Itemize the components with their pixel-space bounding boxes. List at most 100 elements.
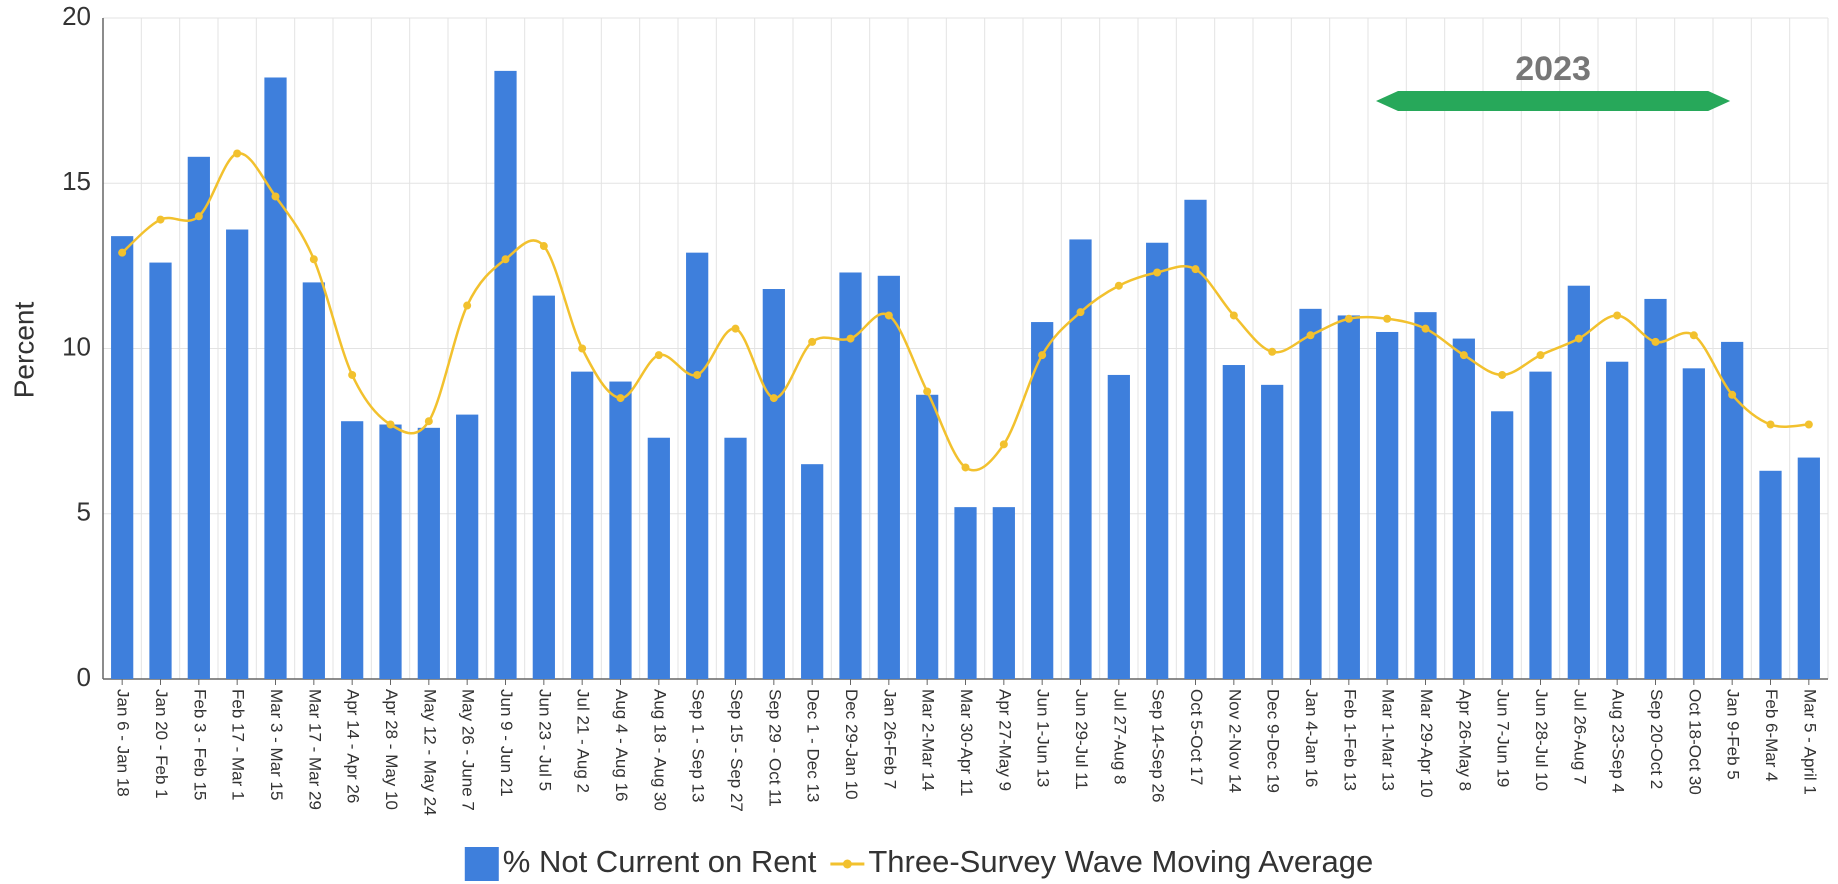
bar [302,282,325,679]
y-tick-label: 20 [62,1,91,31]
bar [494,70,517,679]
legend-swatch [464,847,499,881]
x-tick-label: Apr 26-May 8 [1455,689,1474,791]
x-tick-label: Dec 9-Dec 19 [1264,689,1283,793]
line-point [961,463,970,472]
line-point [1038,351,1047,360]
bar [1414,312,1437,679]
x-tick-label: Mar 2-Mar 14 [919,689,938,791]
bar [1146,242,1169,680]
bar [264,77,287,680]
x-tick-label: Jun 7-Jun 19 [1494,689,1513,787]
line-point [233,149,242,158]
bar [801,464,824,679]
bar [1567,285,1590,679]
line-point [1459,351,1468,360]
bar [1606,361,1629,679]
line-point [1651,337,1660,346]
x-tick-label: Jan 4-Jan 16 [1302,689,1321,787]
bar [992,507,1015,679]
bar [1069,239,1092,679]
x-tick-label: Mar 1-Mar 13 [1379,689,1398,791]
bar [1261,384,1284,679]
bar [1759,470,1782,679]
x-tick-label: Aug 18 - Aug 30 [650,689,669,811]
y-tick-label: 10 [62,331,91,361]
bar [839,272,862,679]
line-point [1306,331,1315,340]
bar [1644,298,1667,679]
line-point [1766,420,1775,429]
annotation-arrow [1376,91,1731,111]
x-tick-label: Nov 2-Nov 14 [1225,689,1244,793]
line-point [1421,324,1430,333]
x-tick-label: Feb 6-Mar 4 [1762,689,1781,782]
line-point [578,344,587,353]
bar [1682,368,1705,679]
x-tick-label: Aug 4 - Aug 16 [612,689,631,801]
line-point [1536,351,1545,360]
annotation-text: 2023 [1515,50,1591,88]
line-point [1498,370,1507,379]
bar [532,295,555,679]
x-tick-label: Jan 9-Feb 5 [1724,689,1743,780]
bar [609,381,632,679]
bar [1529,371,1552,679]
line-point [731,324,740,333]
x-tick-label: Jun 29-Jul 11 [1072,689,1091,790]
line-point [424,417,433,426]
y-tick-label: 15 [62,166,91,196]
line-point [1613,311,1622,320]
line-point [1574,334,1583,343]
line-point [194,212,203,221]
line-point [1229,311,1238,320]
bar [1222,365,1245,679]
x-tick-label: Dec 1 - Dec 13 [804,689,823,802]
bar [1797,457,1820,679]
x-tick-label: Jul 21 - Aug 2 [574,689,593,793]
line-point [118,248,127,257]
x-tick-label: May 12 - May 24 [420,689,439,816]
bar [1031,322,1054,679]
x-tick-label: Sep 1 - Sep 13 [689,689,708,802]
legend-label: % Not Current on Rent [503,844,817,879]
bar [647,437,670,679]
x-tick-label: May 26 - June 7 [459,689,478,811]
bar [1107,374,1130,679]
line-point [1076,308,1085,317]
line-point [348,370,357,379]
bar [1184,199,1207,679]
x-tick-label: Feb 1-Feb 13 [1340,689,1359,791]
x-tick-label: Jan 26-Feb 7 [880,689,899,789]
line-point [923,387,932,396]
x-tick-label: Mar 29-Apr 10 [1417,689,1436,798]
line-point [309,255,318,264]
line-point [271,192,280,201]
x-tick-label: Oct 18-Oct 30 [1685,689,1704,795]
y-axis-label: Percent [8,302,39,399]
x-tick-label: Jun 9 - Jun 21 [497,689,516,797]
line-point [884,311,893,320]
x-tick-label: Sep 14-Sep 26 [1149,689,1168,802]
x-tick-label: Aug 23-Sep 4 [1609,689,1628,793]
x-tick-label: Mar 17 - Mar 29 [305,689,324,810]
bar [1299,308,1322,679]
bar [379,424,402,679]
line-point [1191,265,1200,274]
bar [1452,338,1475,679]
legend-swatch-dot [842,859,852,869]
x-tick-label: Jul 26-Aug 7 [1570,689,1589,784]
line-point [156,215,165,224]
bar [1721,341,1744,679]
bar [1491,411,1514,679]
line-point [808,337,817,346]
bar [571,371,594,679]
bar [1337,315,1360,679]
bar [111,236,134,679]
line-point [1689,331,1698,340]
x-tick-label: Jan 6 - Jan 18 [114,689,133,797]
line-point [386,420,395,429]
line-point [999,440,1008,449]
line [121,152,1809,472]
